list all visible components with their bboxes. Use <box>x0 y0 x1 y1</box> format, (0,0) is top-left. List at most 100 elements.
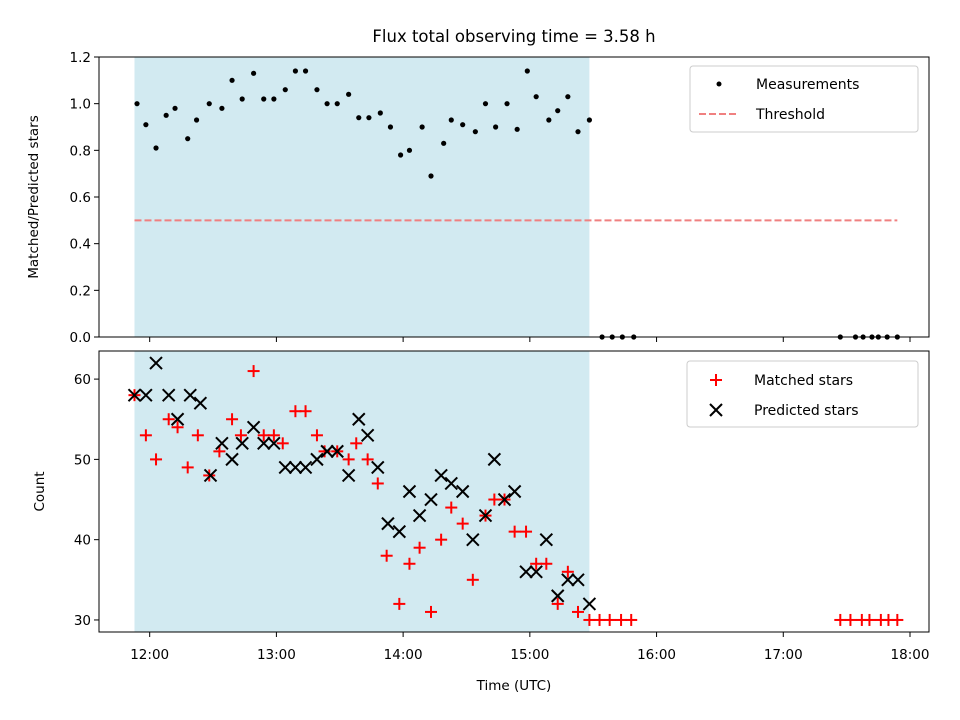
measurement-point <box>185 136 191 142</box>
measurement-point <box>282 87 288 93</box>
predicted-star-point <box>551 589 565 603</box>
matched-star-point <box>466 573 479 586</box>
top-y-ticks: 0.0 0.2 0.4 0.6 0.8 1.0 1.2 <box>70 50 99 346</box>
predicted-star-point <box>215 436 229 451</box>
x-tick-label: 18:00 <box>891 647 930 663</box>
measurement-point <box>428 173 434 179</box>
predicted-star-point <box>381 516 395 531</box>
measurement-point <box>346 91 352 97</box>
predicted-star-point <box>225 452 239 467</box>
matched-star-point <box>891 613 904 626</box>
y-tick-label: 0.2 <box>70 283 91 299</box>
measurement-point <box>504 101 510 107</box>
predicted-star-point <box>278 460 292 475</box>
predicted-star-point <box>360 428 375 443</box>
matched-star-point <box>226 413 239 426</box>
legend-threshold-label: Threshold <box>755 107 825 123</box>
legend-predicted-marker <box>709 403 723 417</box>
measurement-point <box>334 101 340 107</box>
predicted-star-point <box>149 356 163 370</box>
y-tick-label: 40 <box>74 533 91 549</box>
predicted-star-point <box>298 460 313 475</box>
y-tick-label: 50 <box>74 452 91 468</box>
predicted-star-point <box>320 444 334 459</box>
y-tick-label: 0.6 <box>70 190 91 206</box>
matched-star-point <box>583 613 596 626</box>
predicted-star-point <box>412 508 427 523</box>
measurement-point <box>302 68 309 74</box>
x-axis-label: Time (UTC) <box>476 678 552 694</box>
bottom-observing-span <box>134 351 590 632</box>
matched-star-point <box>540 557 553 570</box>
predicted-star-point <box>341 468 356 483</box>
predicted-star-point <box>478 508 493 523</box>
predicted-star-point <box>170 412 185 426</box>
matched-star-point <box>171 421 184 434</box>
measurement-point <box>377 110 383 116</box>
top-y-axis-label: Matched/Predicted stars <box>26 115 42 278</box>
measurement-point <box>419 124 425 130</box>
matched-star-point <box>234 429 247 442</box>
matched-star-point <box>371 477 384 490</box>
predicted-star-point <box>519 565 533 579</box>
legend-measurements-marker <box>716 81 722 87</box>
x-tick-label: 16:00 <box>637 647 676 663</box>
measurement-point <box>314 87 320 93</box>
matched-star-point <box>213 445 226 458</box>
legend-predicted-label: Predicted stars <box>754 403 859 419</box>
top-panel: 0.0 0.2 0.4 0.6 0.8 1.0 1.2 Matched/Predicted … <box>26 50 930 346</box>
measurement-point <box>324 101 330 107</box>
legend-matched-marker <box>710 374 722 386</box>
matched-star-point <box>551 597 564 610</box>
measurement-point <box>239 96 245 102</box>
matched-star-point <box>350 437 363 450</box>
measurement-point <box>219 105 225 111</box>
predicted-star-point <box>539 532 554 547</box>
predicted-star-point <box>444 476 458 491</box>
matched-star-point <box>530 557 543 570</box>
measurement-point <box>493 124 499 130</box>
measurement-point <box>172 105 178 111</box>
predicted-star-point <box>424 492 438 507</box>
measurement-point <box>193 117 200 123</box>
legend-matched-label: Matched stars <box>754 373 853 389</box>
matched-star-point <box>150 453 163 466</box>
measurement-point <box>533 94 539 100</box>
predicted-star-point <box>288 460 303 475</box>
measurement-point <box>565 94 571 100</box>
top-observing-span <box>134 57 590 337</box>
measurement-point <box>250 70 257 76</box>
matched-star-point <box>413 541 426 554</box>
measurement-point <box>524 68 530 74</box>
predicted-star-point <box>455 484 470 499</box>
matched-star-point <box>593 613 606 626</box>
predicted-star-point <box>402 484 417 499</box>
predicted-star-point <box>127 388 142 402</box>
predicted-star-point <box>310 452 324 467</box>
y-tick-label: 0.0 <box>70 330 91 346</box>
legend-measurements-label: Measurements <box>756 77 859 93</box>
matched-star-point <box>561 565 574 578</box>
matched-star-point <box>445 501 458 514</box>
measurement-point <box>163 112 169 118</box>
measurement-point <box>206 101 212 107</box>
measurement-point <box>143 122 149 128</box>
predicted-star-point <box>571 573 585 587</box>
matched-star-point <box>267 429 280 442</box>
matched-star-point <box>276 437 289 450</box>
matched-star-point <box>191 429 204 442</box>
predicted-star-point <box>267 436 281 451</box>
measurement-point <box>514 126 520 132</box>
predicted-star-point <box>257 436 271 451</box>
y-tick-label: 1.2 <box>70 50 91 66</box>
matched-star-point <box>181 461 194 474</box>
measurement-point <box>406 147 413 153</box>
bottom-axes-frame <box>98 350 930 633</box>
matched-star-point <box>508 525 521 538</box>
measurement-point <box>271 96 277 102</box>
predicted-star-point <box>561 573 575 587</box>
matched-star-point <box>380 549 393 562</box>
measurement-point <box>261 96 267 102</box>
matched-star-point <box>425 605 437 618</box>
